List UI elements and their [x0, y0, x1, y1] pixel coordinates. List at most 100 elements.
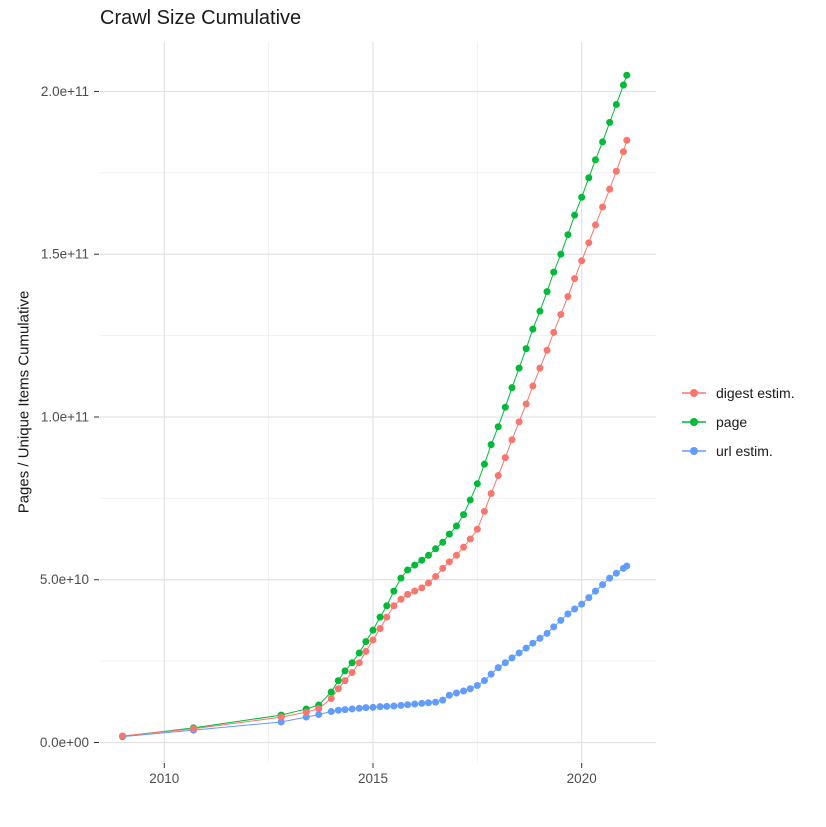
data-point-digest-estim	[315, 705, 323, 713]
data-point-url-estim	[508, 654, 516, 662]
data-point-page	[404, 566, 412, 574]
data-point-digest-estim	[623, 136, 631, 144]
legend-label-page: page	[716, 413, 748, 430]
data-point-digest-estim	[466, 535, 474, 543]
data-point-page	[390, 587, 398, 595]
y-tick-label: 1.0e+11	[41, 409, 89, 424]
x-tick-label: 2020	[567, 771, 597, 786]
data-point-digest-estim	[369, 636, 377, 644]
data-point-digest-estim	[397, 595, 405, 603]
data-point-digest-estim	[543, 346, 551, 354]
data-point-page	[466, 496, 474, 504]
data-point-digest-estim	[341, 677, 349, 685]
data-point-page	[585, 174, 593, 182]
data-point-url-estim	[557, 616, 565, 624]
data-point-digest-estim	[564, 293, 572, 301]
data-point-digest-estim	[460, 543, 468, 551]
data-point-page	[439, 538, 447, 546]
data-point-page	[334, 677, 342, 685]
data-point-page	[341, 667, 349, 675]
data-point-digest-estim	[536, 364, 544, 372]
data-point-page	[536, 307, 544, 315]
data-point-digest-estim	[383, 613, 391, 621]
data-point-page	[411, 561, 419, 569]
legend-label-url-estim: url estim.	[716, 442, 773, 459]
data-point-url-estim	[480, 677, 488, 685]
data-point-url-estim	[425, 699, 433, 707]
data-point-url-estim	[376, 703, 384, 711]
x-tick-label: 2015	[358, 771, 388, 786]
data-point-digest-estim	[591, 221, 599, 229]
data-point-page	[494, 423, 502, 431]
data-point-digest-estim	[411, 587, 419, 595]
data-point-page	[369, 626, 377, 634]
x-tick-label: 2010	[149, 771, 179, 786]
data-point-digest-estim	[404, 590, 412, 598]
data-point-digest-estim	[606, 185, 614, 193]
data-point-page	[376, 613, 384, 621]
data-point-page	[591, 156, 599, 164]
data-point-page	[606, 118, 614, 126]
data-point-digest-estim	[439, 564, 447, 572]
data-point-page	[418, 556, 426, 564]
data-point-url-estim	[348, 705, 356, 713]
data-point-page	[501, 403, 509, 411]
data-point-url-estim	[369, 703, 377, 711]
data-point-url-estim	[460, 687, 468, 695]
data-point-url-estim	[522, 644, 530, 652]
data-point-digest-estim	[348, 668, 356, 676]
data-point-page	[599, 138, 607, 146]
y-tick-label: 5.0e+10	[40, 572, 89, 587]
data-point-url-estim	[411, 700, 419, 708]
data-point-digest-estim	[557, 310, 565, 318]
data-point-digest-estim	[390, 602, 398, 610]
data-point-page	[327, 688, 335, 696]
data-point-url-estim	[529, 639, 537, 647]
data-point-url-estim	[585, 594, 593, 602]
data-point-url-estim	[494, 664, 502, 672]
data-point-digest-estim	[445, 558, 453, 566]
data-point-digest-estim	[432, 572, 440, 580]
y-tick-label: 1.5e+11	[41, 247, 89, 262]
data-point-digest-estim	[277, 713, 285, 721]
data-point-digest-estim	[362, 647, 370, 655]
data-point-url-estim	[404, 701, 412, 709]
data-point-digest-estim	[508, 436, 516, 444]
data-point-page	[480, 460, 488, 468]
data-point-digest-estim	[327, 695, 335, 703]
data-point-digest-estim	[418, 584, 426, 592]
data-point-page	[571, 211, 579, 219]
data-point-page	[564, 231, 572, 239]
data-point-url-estim	[473, 682, 481, 690]
data-point-digest-estim	[334, 685, 342, 693]
data-point-url-estim	[445, 691, 453, 699]
data-point-digest-estim	[550, 328, 558, 336]
data-point-url-estim	[536, 634, 544, 642]
data-point-page	[515, 364, 523, 372]
data-point-page	[612, 100, 620, 108]
data-point-url-estim	[515, 649, 523, 657]
data-point-url-estim	[383, 702, 391, 710]
legend-key-digest-estim-icon	[682, 388, 706, 397]
data-point-page	[487, 441, 495, 449]
data-point-url-estim	[362, 704, 370, 712]
data-point-digest-estim	[578, 257, 586, 265]
data-point-url-estim	[487, 670, 495, 678]
data-point-url-estim	[302, 713, 310, 721]
data-point-digest-estim	[529, 382, 537, 390]
legend-label-digest-estim: digest estim.	[716, 384, 795, 401]
data-point-url-estim	[439, 696, 447, 704]
data-point-url-estim	[564, 610, 572, 618]
data-point-digest-estim	[425, 579, 433, 587]
data-point-digest-estim	[619, 148, 627, 156]
data-point-url-estim	[390, 702, 398, 710]
data-point-page	[383, 602, 391, 610]
data-point-digest-estim	[515, 418, 523, 426]
data-point-page	[473, 480, 481, 488]
data-point-page	[425, 551, 433, 559]
y-tick-label: 0.0e+00	[40, 735, 89, 750]
data-point-page	[397, 574, 405, 582]
legend-key-page-icon	[682, 417, 706, 426]
data-point-page	[619, 81, 627, 89]
